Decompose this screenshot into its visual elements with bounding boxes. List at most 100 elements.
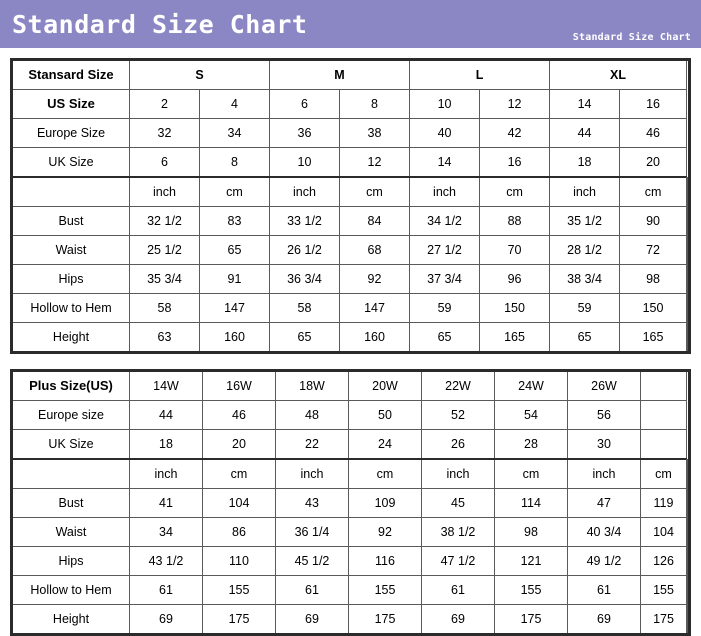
measurement-value-cell: 69 xyxy=(567,604,641,635)
unit-header-cell: cm xyxy=(479,176,551,207)
size-value-cell: 50 xyxy=(348,400,422,430)
size-group-header: L xyxy=(409,59,551,90)
unit-header-cell: inch xyxy=(409,176,481,207)
measurement-value-cell: 25 1/2 xyxy=(129,235,200,265)
measurement-value-cell: 83 xyxy=(199,206,270,236)
size-value-cell: 46 xyxy=(619,118,688,148)
measurement-row-label: Waist xyxy=(11,235,130,265)
measurement-value-cell: 27 1/2 xyxy=(409,235,481,265)
row-label: Europe Size xyxy=(11,118,130,148)
measurement-value-cell: 35 3/4 xyxy=(129,264,200,294)
measurement-row-label: Waist xyxy=(11,517,130,547)
size-value-cell: 32 xyxy=(129,118,200,148)
measurement-value-cell: 72 xyxy=(619,235,688,265)
size-value-cell: 42 xyxy=(479,118,551,148)
measurement-value-cell: 147 xyxy=(199,293,270,323)
measurement-value-cell: 109 xyxy=(348,488,422,518)
row-label: Europe size xyxy=(11,400,130,430)
size-value-cell: 22W xyxy=(421,370,495,401)
measurement-value-cell: 116 xyxy=(348,546,422,576)
measurement-value-cell: 155 xyxy=(202,575,276,605)
table-row: Hollow to Hem611556115561155611556115561… xyxy=(11,575,690,605)
measurement-value-cell: 36 1/4 xyxy=(275,517,349,547)
measurement-value-cell: 69 xyxy=(421,604,495,635)
standard-size-table-container: Stansard Size S M L XL US Size 2 4 6 8 10 12 14 16 Eur… xyxy=(10,58,691,354)
page-header-banner: Standard Size Chart Standard Size Chart xyxy=(0,0,701,48)
unit-header-cell: inch xyxy=(129,176,200,207)
size-value-cell: 54 xyxy=(494,400,568,430)
measurement-value-cell: 160 xyxy=(199,322,270,353)
unit-header-cell: cm xyxy=(640,458,687,489)
size-group-header: S xyxy=(129,59,270,90)
measurement-value-cell: 114 xyxy=(494,488,568,518)
measurement-value-cell: 65 xyxy=(409,322,481,353)
measurement-value-cell: 175 xyxy=(348,604,422,635)
size-value-cell: 20 xyxy=(202,429,276,460)
measurement-value-cell: 65 xyxy=(199,235,270,265)
size-value-cell: 48 xyxy=(275,400,349,430)
empty-trailing-cell xyxy=(640,400,687,430)
row-label: US Size xyxy=(11,89,130,119)
unit-header-cell: inch xyxy=(421,458,495,489)
size-value-cell: 10 xyxy=(269,147,340,178)
measurement-value-cell: 58 xyxy=(129,293,200,323)
row-label: Plus Size(US) xyxy=(11,370,130,401)
measurement-value-cell: 28 1/2 xyxy=(549,235,621,265)
measurement-value-cell: 59 xyxy=(549,293,621,323)
measurement-row-label: Bust xyxy=(11,206,130,236)
size-value-cell: 34 xyxy=(199,118,270,148)
size-value-cell: 26 xyxy=(421,429,495,460)
unit-header-cell: inch xyxy=(129,458,203,489)
size-group-header: M xyxy=(268,59,411,90)
measurement-value-cell: 98 xyxy=(619,264,688,294)
size-value-cell: 28 xyxy=(494,429,568,460)
measurement-value-cell: 41 xyxy=(129,488,203,518)
measurement-value-cell: 147 xyxy=(338,293,411,323)
table-row: Plus Size(US) 14W 16W 18W 20W 22W 24W 26W xyxy=(11,370,690,401)
unit-row: inchcminchcminchcminchcminchcminchcminch… xyxy=(11,458,690,489)
measurement-value-cell: 150 xyxy=(619,293,688,323)
size-value-cell: 14 xyxy=(409,147,481,178)
size-value-cell: 56 xyxy=(567,400,641,430)
size-value-cell: 16 xyxy=(619,89,688,119)
unit-header-cell: inch xyxy=(269,176,340,207)
unit-header-cell: cm xyxy=(338,176,411,207)
measurement-value-cell: 155 xyxy=(640,575,687,605)
measurement-value-cell: 63 xyxy=(129,322,200,353)
measurement-value-cell: 98 xyxy=(494,517,568,547)
measurement-value-cell: 121 xyxy=(494,546,568,576)
unit-header-cell: cm xyxy=(348,458,422,489)
measurement-value-cell: 32 1/2 xyxy=(129,206,200,236)
size-value-cell: 12 xyxy=(479,89,551,119)
row-label: UK Size xyxy=(11,147,130,178)
measurement-value-cell: 43 xyxy=(275,488,349,518)
measurement-value-cell: 104 xyxy=(202,488,276,518)
measurement-value-cell: 92 xyxy=(338,264,411,294)
unit-header-cell: cm xyxy=(199,176,270,207)
measurement-value-cell: 65 xyxy=(269,322,340,353)
table-row: Stansard Size S M L XL xyxy=(11,59,690,90)
size-value-cell: 18 xyxy=(549,147,621,178)
measurement-value-cell: 58 xyxy=(269,293,340,323)
size-value-cell: 4 xyxy=(199,89,270,119)
table-row: Height6917569175691756917569175691756917… xyxy=(11,604,690,635)
measurement-value-cell: 70 xyxy=(479,235,551,265)
measurement-value-cell: 47 xyxy=(567,488,641,518)
measurement-value-cell: 69 xyxy=(129,604,203,635)
measurement-value-cell: 49 1/2 xyxy=(567,546,641,576)
size-value-cell: 14 xyxy=(549,89,621,119)
size-value-cell: 10 xyxy=(409,89,481,119)
measurement-value-cell: 47 1/2 xyxy=(421,546,495,576)
measurement-value-cell: 34 xyxy=(129,517,203,547)
table-row: US Size 2 4 6 8 10 12 14 16 xyxy=(11,89,690,119)
measurement-value-cell: 119 xyxy=(640,488,687,518)
empty-trailing-cell xyxy=(640,429,687,460)
table-row: Bust41104431094511447119491245113053135 xyxy=(11,488,690,518)
measurement-row-label: Hips xyxy=(11,546,130,576)
measurement-value-cell: 126 xyxy=(640,546,687,576)
table-row: Hollow to Hem581475814759150591506015260… xyxy=(11,293,690,323)
